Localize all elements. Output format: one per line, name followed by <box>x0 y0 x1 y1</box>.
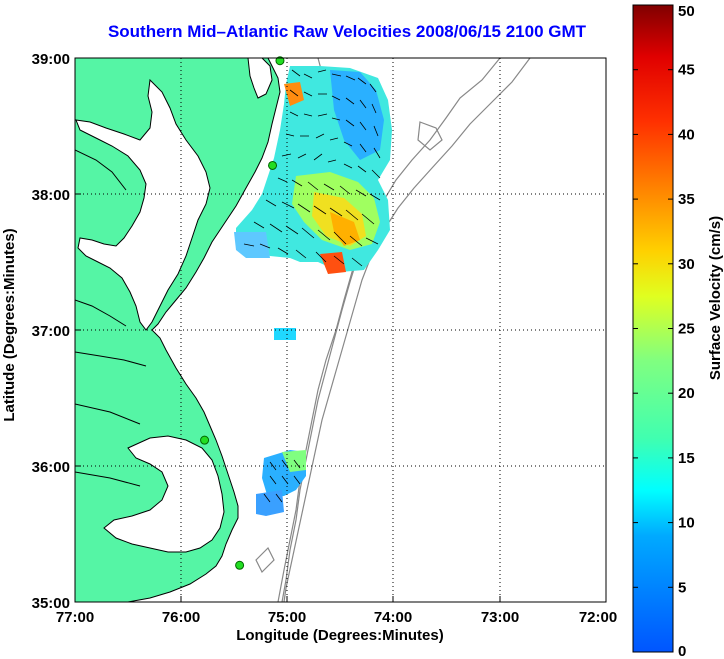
x-axis-label: Longitude (Degrees:Minutes) <box>236 627 444 644</box>
colorbar-label: Surface Velocity (cm/s) <box>707 216 724 380</box>
x-tick-label: 75:00 <box>268 609 306 626</box>
y-tick-label: 38:00 <box>32 187 70 204</box>
x-tick-label: 73:00 <box>481 609 519 626</box>
x-tick-label: 76:00 <box>162 609 200 626</box>
colorbar-tick-label: 50 <box>678 3 695 20</box>
grid-lines <box>75 58 606 602</box>
colorbar-tick-label: 35 <box>678 191 695 208</box>
pamlico-sound <box>103 435 225 553</box>
velocity-field-north <box>234 66 392 340</box>
colorbar-tick-label: 0 <box>678 643 686 659</box>
colorbar <box>632 4 674 653</box>
river-line <box>75 471 141 487</box>
x-tick-label: 74:00 <box>374 609 412 626</box>
bathymetry-contours <box>255 58 531 602</box>
colorbar-ticks: 0 5 10 15 20 25 30 35 40 45 50 <box>633 3 695 659</box>
colorbar-tick-label: 45 <box>678 62 695 79</box>
colorbar-tick-label: 30 <box>678 256 695 273</box>
river-line <box>75 149 127 191</box>
y-axis-label: Latitude (Degrees:Minutes) <box>1 228 18 421</box>
colorbar-tick-label: 25 <box>678 321 695 338</box>
river-line <box>75 299 127 327</box>
y-tick-label: 35:00 <box>32 595 70 612</box>
colorbar-tick-label: 5 <box>678 579 686 596</box>
station-markers <box>200 56 285 570</box>
station-marker <box>235 560 245 570</box>
velocity-vectors <box>243 69 381 503</box>
y-tick-label: 36:00 <box>32 459 70 476</box>
chesapeake-bay <box>75 78 211 331</box>
station-marker <box>200 435 210 445</box>
x-tick-label: 72:00 <box>579 609 617 626</box>
colorbar-tick-label: 15 <box>678 450 695 467</box>
station-marker <box>275 56 285 66</box>
x-tick-label: 77:00 <box>56 609 94 626</box>
colorbar-tick-label: 40 <box>678 126 695 143</box>
colorbar-tick-label: 20 <box>678 385 695 402</box>
colorbar-tick-label: 10 <box>678 515 695 532</box>
land-mass <box>75 58 281 602</box>
river-line <box>75 403 141 425</box>
river-line <box>75 351 147 367</box>
y-tick-label: 39:00 <box>32 51 70 68</box>
x-tick-marks <box>74 596 607 602</box>
delaware-bay <box>247 58 273 99</box>
station-marker <box>268 160 278 170</box>
y-tick-marks <box>75 193 81 467</box>
map-title: Southern Mid–Atlantic Raw Velocities 200… <box>107 22 587 41</box>
y-tick-label: 37:00 <box>32 323 70 340</box>
